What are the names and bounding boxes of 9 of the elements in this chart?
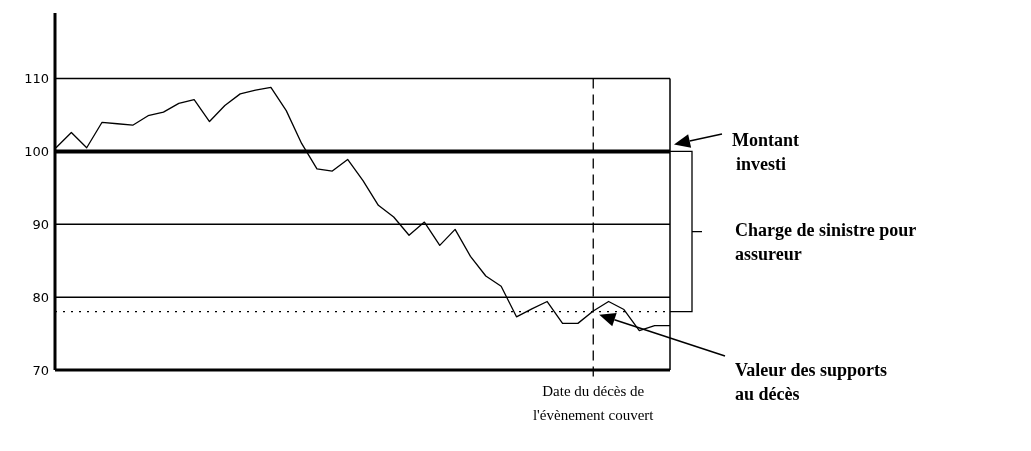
text: Date du décès de l'évènement couvert — [532, 383, 655, 423]
y-tick-label: 90 — [32, 216, 49, 232]
text: Montant investi — [732, 130, 799, 174]
text: Valeur des supports au décès — [735, 360, 888, 404]
y-tick-label: 100 — [24, 143, 49, 159]
y-tick-label: 70 — [32, 362, 49, 378]
text: Charge de sinistre pour assureur — [735, 220, 917, 264]
y-tick-label: 110 — [24, 71, 49, 87]
y-tick-label: 80 — [32, 289, 49, 305]
